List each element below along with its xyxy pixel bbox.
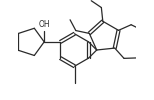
Text: OH: OH [38,20,50,29]
